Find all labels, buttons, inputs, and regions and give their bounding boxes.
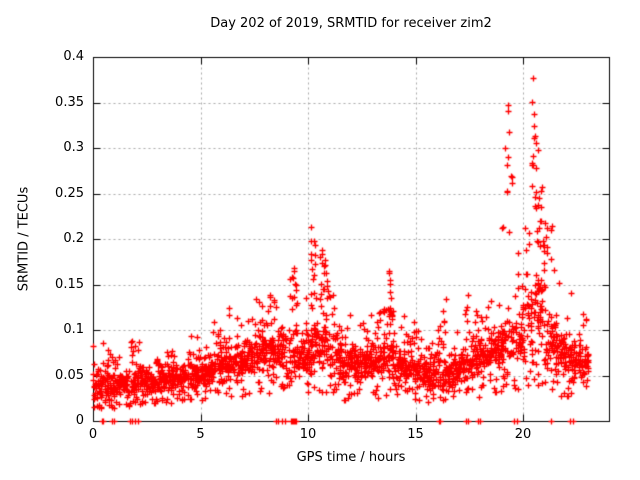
x-tick-label: 20 [514,427,532,442]
y-tick-label: 0.4 [63,49,84,64]
x-tick-label: 0 [88,427,98,442]
y-tick-label: 0.15 [55,276,84,292]
y-tick-label: 0.35 [55,94,84,110]
y-tick-label: 0 [75,413,84,428]
y-tick-label: 0.2 [63,231,84,246]
chart-title: Day 202 of 2019, SRMTID for receiver zim… [210,16,492,31]
y-tick-label: 0.3 [63,140,84,155]
x-tick-label: 5 [196,427,205,442]
x-tick-label: 15 [407,427,424,442]
x-axis-label: GPS time / hours [296,450,406,465]
x-tick-label: 10 [299,427,317,442]
y-tick-label: 0.25 [55,185,84,201]
y-tick-label: 0.1 [63,322,84,337]
y-tick-label: 0.05 [55,367,84,383]
